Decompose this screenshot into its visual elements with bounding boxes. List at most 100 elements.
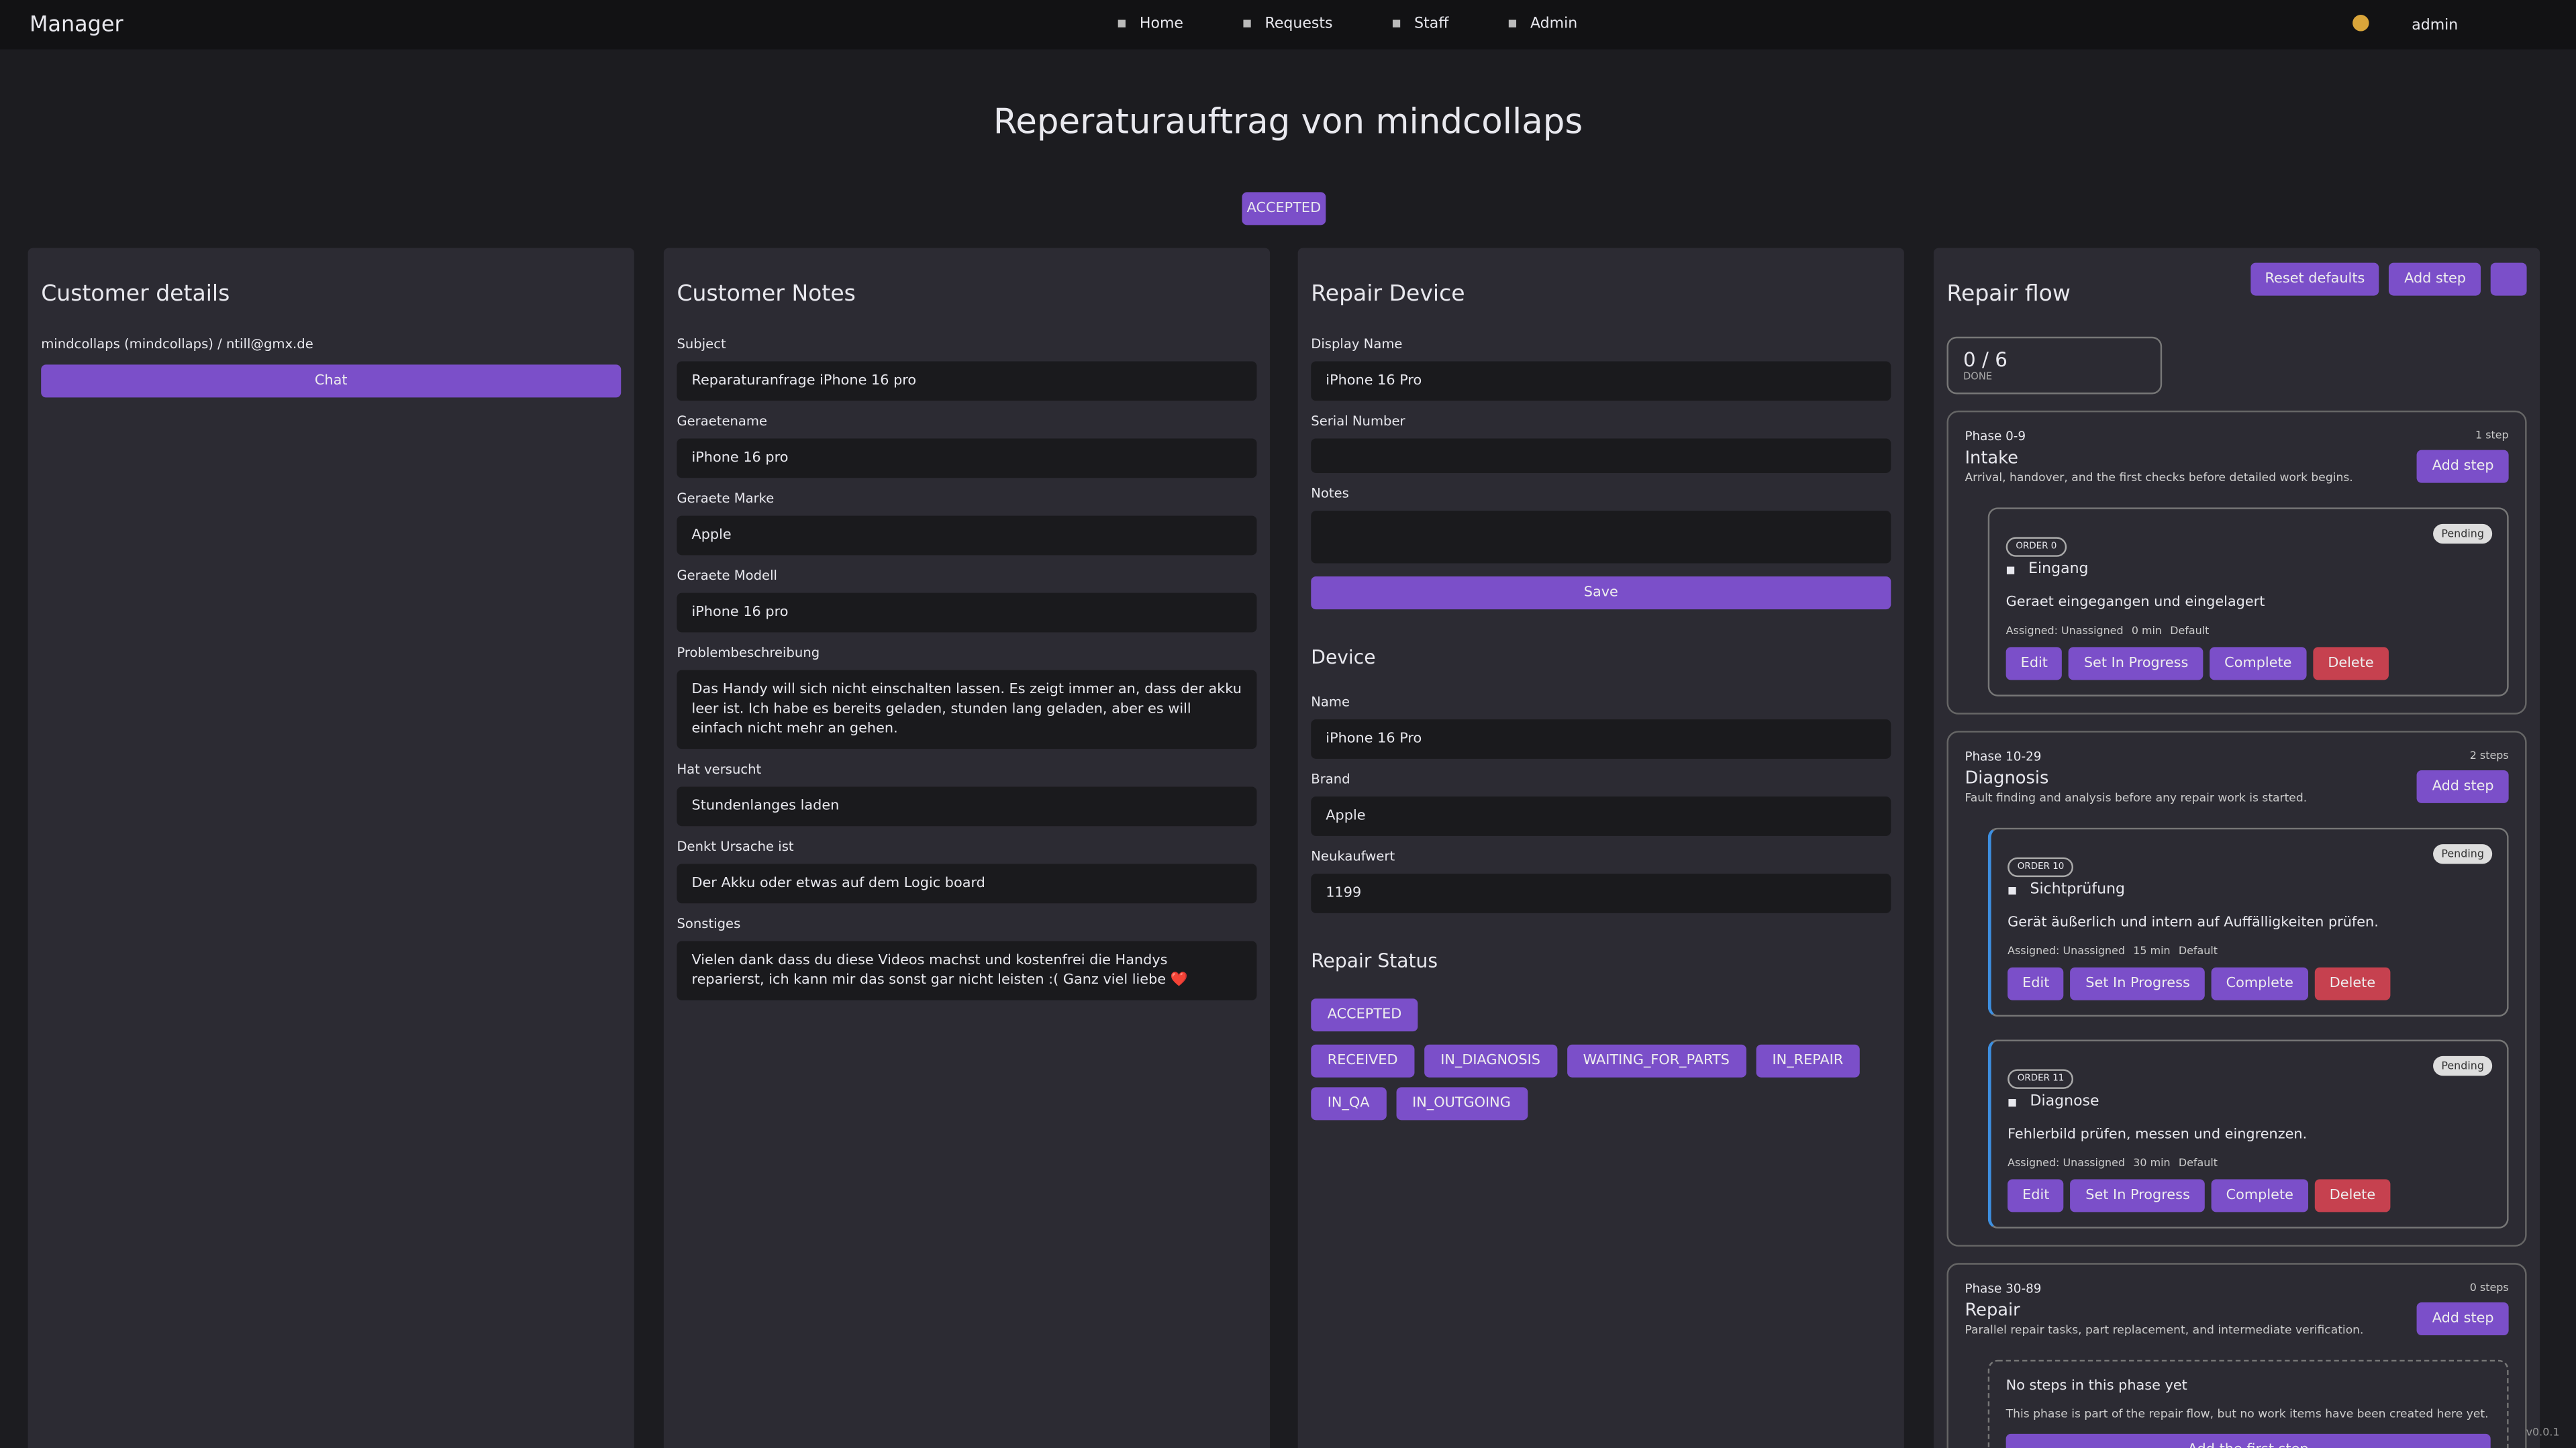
action-button[interactable]: Complete bbox=[2210, 647, 2307, 680]
field-input[interactable]: iPhone 16 pro bbox=[677, 592, 1257, 633]
nav-items: Home Requests Staff Admin bbox=[1117, 16, 1577, 32]
section-title: Repair Status bbox=[1311, 949, 1438, 973]
phase: Phase 0-9 1 step Intake Arrival, handover, … bbox=[1946, 410, 2527, 715]
phase-desc: Arrival, handover, and the first checks … bbox=[1965, 471, 2353, 485]
step-name: Eingang bbox=[2006, 562, 2491, 578]
field-input[interactable]: Vielen dank dass du diese Videos machst … bbox=[677, 941, 1257, 1000]
expand-button[interactable] bbox=[2490, 262, 2527, 296]
step-desc: Gerät äußerlich und intern auf Auffällig… bbox=[2008, 915, 2379, 931]
step-desc: Fehlerbild prüfen, messen und eingrenzen… bbox=[2008, 1127, 2308, 1143]
progress-count: 0 / 6 bbox=[1963, 348, 2008, 372]
field-input[interactable]: Apple bbox=[1311, 796, 1891, 836]
field-label: Geraete Modell bbox=[677, 568, 777, 583]
flow-panel: Repair flow Reset defaults Add step 0 / 6 DO… bbox=[1933, 248, 2540, 1448]
phase-count: 0 steps bbox=[2469, 1281, 2509, 1294]
status-option[interactable]: IN_OUTGOING bbox=[1395, 1087, 1528, 1121]
field-input[interactable]: iPhone 16 Pro bbox=[1311, 361, 1891, 401]
step-card: ORDER 11 Pending Diagnose Fehlerbild prüfen… bbox=[1987, 1039, 2509, 1229]
status-options: RECEIVED IN_DIAGNOSIS WAITING_FOR_PARTS IN_… bbox=[1311, 1044, 1891, 1121]
nav-link[interactable]: Admin bbox=[1508, 16, 1577, 32]
current-status: ACCEPTED bbox=[1311, 998, 1891, 1032]
action-button[interactable]: Edit bbox=[2005, 647, 2063, 680]
meta-item: 30 min bbox=[2133, 1156, 2171, 1170]
nav-link[interactable]: Requests bbox=[1242, 16, 1333, 32]
phase-count: 1 step bbox=[2475, 428, 2509, 442]
phase-range: Phase 30-89 bbox=[1965, 1281, 2042, 1296]
status-option[interactable]: IN_QA bbox=[1311, 1087, 1386, 1121]
meta-item: Default bbox=[2178, 1156, 2218, 1170]
status-option[interactable]: RECEIVED bbox=[1311, 1044, 1415, 1078]
field-label: Hat versucht bbox=[677, 762, 762, 777]
page-title: Reperaturauftrag von mindcollaps bbox=[993, 101, 1583, 142]
action-button[interactable]: Delete bbox=[2314, 967, 2391, 1000]
status-badge: ACCEPTED bbox=[1242, 192, 1326, 225]
brand[interactable]: Manager bbox=[30, 12, 123, 38]
step-status: Pending bbox=[2433, 523, 2493, 544]
field-input[interactable]: iPhone 16 pro bbox=[677, 438, 1257, 478]
action-button[interactable]: Edit bbox=[2008, 1179, 2065, 1212]
flow-button[interactable]: Add step bbox=[2389, 262, 2481, 296]
chat-button[interactable]: Chat bbox=[41, 364, 622, 398]
user-menu[interactable]: admin bbox=[2352, 15, 2458, 34]
action-button[interactable]: Complete bbox=[2211, 967, 2308, 1000]
field-input[interactable]: iPhone 16 Pro bbox=[1311, 719, 1891, 759]
action-button[interactable]: Set In Progress bbox=[2069, 647, 2203, 680]
panel-title: Repair flow bbox=[1946, 280, 2071, 307]
action-button[interactable]: Delete bbox=[2314, 1179, 2391, 1212]
customer-panel: Customer details mindcollaps (mindcollaps… bbox=[28, 248, 634, 1448]
field-input[interactable]: Stundenlanges laden bbox=[677, 786, 1257, 827]
action-button[interactable]: Set In Progress bbox=[2071, 967, 2205, 1000]
step-meta: Assigned: Unassigned 30 min Default bbox=[2008, 1156, 2491, 1170]
field-label: Neukaufwert bbox=[1311, 849, 1395, 864]
field-label: Display Name bbox=[1311, 336, 1403, 352]
flow-button[interactable]: Reset defaults bbox=[2250, 262, 2380, 296]
panel-title: Customer Notes bbox=[677, 280, 856, 307]
field-input[interactable] bbox=[1311, 511, 1891, 564]
phase: Phase 10-29 2 steps Diagnosis Fault finding… bbox=[1946, 731, 2527, 1247]
notes-panel: Customer Notes Subject Reparaturanfrage iP… bbox=[663, 248, 1271, 1448]
field-label: Serial Number bbox=[1311, 413, 1405, 429]
save-button[interactable]: Save bbox=[1311, 576, 1891, 610]
status-option[interactable]: WAITING_FOR_PARTS bbox=[1567, 1044, 1746, 1078]
status-chip[interactable]: ACCEPTED bbox=[1311, 998, 1418, 1032]
step-order: ORDER 0 bbox=[2005, 537, 2067, 557]
field-label: Geraetename bbox=[677, 413, 768, 429]
field-input[interactable]: 1199 bbox=[1311, 874, 1891, 913]
add-step-button[interactable]: Add step bbox=[2417, 450, 2509, 483]
action-button[interactable]: Edit bbox=[2008, 967, 2065, 1000]
phase-name: Intake bbox=[1965, 448, 2018, 468]
add-step-button[interactable]: Add step bbox=[2417, 1302, 2509, 1335]
add-step-button[interactable]: Add step bbox=[2417, 770, 2509, 803]
progress: 0 / 6 DONE bbox=[1946, 336, 2163, 395]
field-label: Problembeschreibung bbox=[677, 645, 820, 660]
field-label: Name bbox=[1311, 694, 1350, 710]
field-input[interactable]: Apple bbox=[677, 515, 1257, 556]
step-card: ORDER 10 Pending Sichtprüfung Gerät äußerli… bbox=[1987, 827, 2509, 1017]
field-input[interactable]: Das Handy will sich nicht einschalten la… bbox=[677, 670, 1257, 749]
field-label: Notes bbox=[1311, 486, 1349, 501]
meta-item: 15 min bbox=[2133, 944, 2171, 958]
field-label: Sonstiges bbox=[677, 916, 741, 931]
phase-desc: Parallel repair tasks, part replacement,… bbox=[1965, 1323, 2364, 1337]
phase-desc: Fault finding and analysis before any re… bbox=[1965, 791, 2308, 805]
meta-item: Assigned: Unassigned bbox=[2005, 624, 2124, 637]
field-input[interactable] bbox=[1311, 438, 1891, 473]
empty-text: This phase is part of the repair flow, b… bbox=[2005, 1407, 2489, 1421]
phase-name: Repair bbox=[1965, 1300, 2020, 1321]
action-button[interactable]: Delete bbox=[2313, 647, 2389, 680]
field-input[interactable]: Der Akku oder etwas auf dem Logic board bbox=[677, 864, 1257, 904]
step-order: ORDER 10 bbox=[2008, 857, 2075, 878]
progress-label: DONE bbox=[1963, 371, 1993, 383]
step-meta: Assigned: Unassigned 15 min Default bbox=[2008, 944, 2491, 958]
field-label: Geraete Marke bbox=[677, 490, 775, 506]
add-first-step[interactable]: Add the first step bbox=[2005, 1433, 2491, 1448]
step-name: Diagnose bbox=[2008, 1094, 2491, 1110]
nav-link[interactable]: Staff bbox=[1392, 16, 1448, 32]
status-option[interactable]: IN_DIAGNOSIS bbox=[1424, 1044, 1557, 1078]
action-button[interactable]: Set In Progress bbox=[2071, 1179, 2205, 1212]
field-input[interactable]: Reparaturanfrage iPhone 16 pro bbox=[677, 361, 1257, 401]
status-option[interactable]: IN_REPAIR bbox=[1756, 1044, 1860, 1078]
action-button[interactable]: Complete bbox=[2211, 1179, 2308, 1212]
nav-link[interactable]: Home bbox=[1117, 16, 1183, 32]
